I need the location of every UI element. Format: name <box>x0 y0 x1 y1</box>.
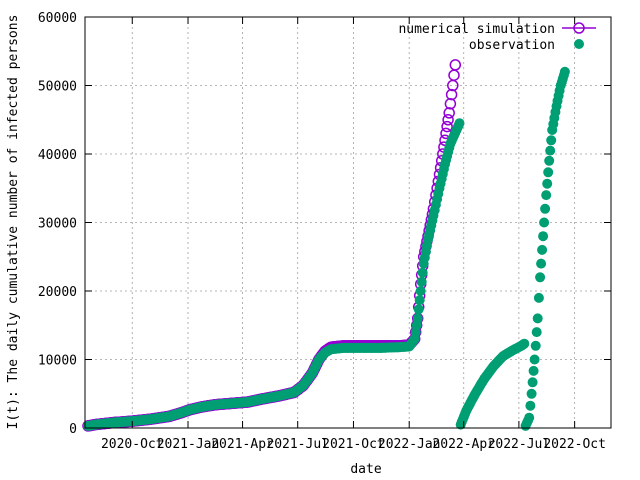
series-simulation <box>82 59 462 432</box>
data-point <box>442 114 454 126</box>
data-point <box>536 258 547 269</box>
data-point <box>530 340 541 351</box>
data-point <box>539 217 550 228</box>
data-point <box>531 327 542 338</box>
legend-marker-observation <box>574 39 584 49</box>
x-tick-label: 2021-Apr <box>211 437 274 452</box>
data-point <box>519 338 530 349</box>
data-point <box>540 203 551 214</box>
y-tick-label: 10000 <box>38 354 77 369</box>
y-tick-label: 50000 <box>38 80 77 95</box>
data-point <box>535 272 546 283</box>
data-point <box>532 313 543 324</box>
data-point <box>545 145 556 156</box>
data-point <box>416 276 427 287</box>
data-point <box>412 313 423 324</box>
data-point <box>415 286 426 296</box>
x-tick-label: 2022-Apr <box>432 437 495 452</box>
x-axis-label: date <box>350 462 381 477</box>
data-point <box>454 118 465 129</box>
x-tick-label: 2022-Oct <box>543 437 606 452</box>
legend-marker-simulation <box>573 22 585 34</box>
data-point <box>537 244 548 255</box>
series-observation <box>83 66 570 431</box>
data-point <box>449 59 462 71</box>
data-point <box>533 292 544 303</box>
x-tick-label: 2021-Jul <box>266 437 329 452</box>
data-point <box>525 400 536 411</box>
data-point <box>559 66 570 77</box>
y-tick-label: 60000 <box>38 11 77 26</box>
x-tick-label: 2021-Jan <box>157 437 220 452</box>
y-axis-label: I(t): The daily cumulative number of inf… <box>6 15 21 430</box>
y-tick-label: 40000 <box>38 148 77 163</box>
data-point <box>524 412 535 423</box>
legend-label-observation: observation <box>469 38 555 53</box>
x-tick-label: 2022-Jan <box>378 437 441 452</box>
x-tick-label: 2022-Jul <box>488 437 551 452</box>
legend-label-simulation: numerical simulation <box>398 22 555 37</box>
data-point <box>413 304 424 315</box>
data-point <box>543 167 554 178</box>
data-point <box>542 178 553 189</box>
y-tick-label: 30000 <box>38 217 77 232</box>
legend: numerical simulation observation <box>398 22 596 53</box>
grid-lines <box>85 16 611 429</box>
data-point <box>417 267 428 278</box>
data-point <box>441 120 453 133</box>
x-tick-label: 2020-Oct <box>101 437 164 452</box>
data-point <box>528 365 539 376</box>
data-point <box>541 190 552 201</box>
x-tick-label: 2021-Oct <box>322 437 385 452</box>
axes: 01000020000300004000050000600002020-Oct2… <box>38 11 611 452</box>
data-point <box>526 388 537 399</box>
data-point <box>527 377 538 388</box>
data-point <box>529 354 540 365</box>
y-tick-label: 20000 <box>38 285 77 300</box>
data-point <box>546 135 557 146</box>
plot-area <box>82 59 570 432</box>
data-point <box>414 295 425 306</box>
y-tick-label: 0 <box>69 422 77 437</box>
data-point <box>538 231 549 242</box>
data-point <box>544 155 555 166</box>
data-point <box>448 69 460 81</box>
